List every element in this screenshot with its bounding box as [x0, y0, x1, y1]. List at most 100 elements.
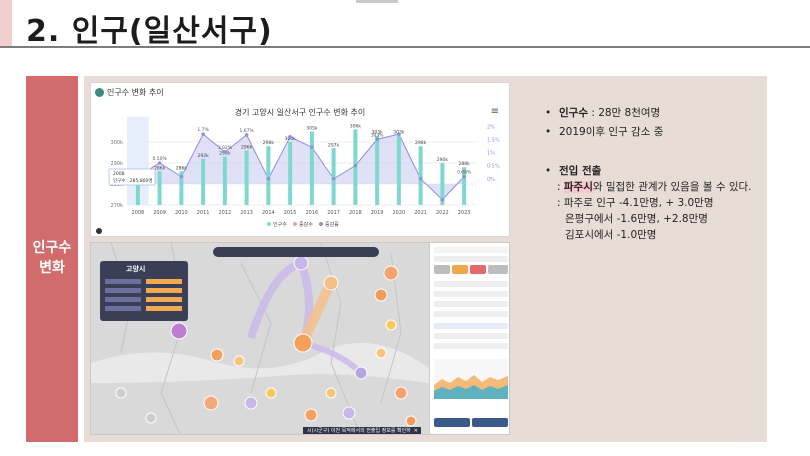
- section-side-label: 인구수 변화: [26, 238, 78, 278]
- side-row-3: [434, 301, 508, 307]
- tooltip-box: [108, 168, 156, 186]
- migration-map[interactable]: [91, 243, 429, 435]
- legend-marker: [319, 222, 323, 226]
- rate-value-label: 0.08%: [457, 170, 472, 176]
- note-line-c: 은평구에서 -1.6만명, +2.8만명: [565, 213, 708, 225]
- rate-point: [310, 145, 314, 150]
- side-row-2: [434, 291, 508, 297]
- rate-value-label: 303%: [371, 132, 385, 138]
- rate-point: [418, 176, 423, 181]
- y-tick-label: 300k: [111, 140, 124, 146]
- tooltip-text: 인구수 : 285,800명: [113, 177, 153, 184]
- note-line-b: : 파주로 인구 -4.1만명, + 3.0만명: [557, 197, 714, 209]
- rate-point: [266, 176, 271, 181]
- rate-point: [462, 174, 466, 179]
- rate-point: [353, 163, 358, 168]
- x-tick-label: 2018: [349, 210, 362, 216]
- close-icon[interactable]: ✕: [413, 428, 418, 434]
- side-tab-4[interactable]: [488, 265, 508, 274]
- x-tick-label: 2023: [458, 210, 471, 216]
- legend-label: 증감률: [325, 221, 339, 228]
- x-tick-label: 2012: [219, 210, 232, 216]
- note-line-d: 김포시에서 -1.0만명: [565, 229, 657, 241]
- note-item1-value: : 28만 8천여명: [587, 107, 661, 119]
- chart-card-header: 인구수 변화 추이: [95, 87, 164, 98]
- bar-value-label: 306k: [350, 123, 362, 129]
- bar-value-label: 297k: [328, 142, 340, 148]
- legend-label: 증감수: [299, 221, 313, 228]
- side-button-left[interactable]: [434, 418, 470, 427]
- population-bar: [396, 135, 401, 205]
- x-tick-label: 2014: [262, 210, 275, 216]
- bar-value-label: 296k: [241, 144, 253, 150]
- bar-value-label: 292k: [198, 153, 210, 159]
- population-bar: [375, 135, 380, 205]
- rate-point: [179, 174, 184, 179]
- note-item3-label: 전입 전출: [559, 165, 602, 177]
- x-tick-label: 2020: [393, 210, 406, 216]
- population-bar: [440, 163, 445, 205]
- title-accent-bar: [0, 0, 12, 48]
- hamburger-menu-icon[interactable]: ≡: [490, 106, 499, 117]
- population-bar: [201, 158, 206, 205]
- x-tick-label: 2022: [436, 210, 449, 216]
- chart-header-icon: [95, 88, 104, 97]
- section-side-panel: [26, 76, 78, 442]
- side-label-line2: 변화: [39, 260, 65, 276]
- rate-value-label: 1.7%: [197, 127, 209, 133]
- population-bar: [179, 171, 184, 205]
- note-item1-label: 인구수: [559, 107, 588, 119]
- x-tick-label: 2015: [284, 210, 297, 216]
- rate-area: [137, 134, 465, 200]
- note-item-3: • 전입 전출: [545, 164, 765, 179]
- top-divider-mark: [356, 0, 398, 3]
- bar-value-label: 303k: [372, 130, 384, 136]
- rate-line: [137, 133, 465, 201]
- x-tick-label: 2009: [153, 210, 166, 216]
- legend-label: 인구수: [273, 221, 287, 228]
- population-bar: [331, 148, 336, 205]
- side-button-right[interactable]: [472, 418, 508, 427]
- side-tab-1[interactable]: [434, 265, 450, 274]
- y-tick-label: 290k: [111, 161, 124, 167]
- x-tick-label: 2019: [371, 210, 384, 216]
- rate-point: [244, 133, 249, 137]
- side-row-5: [434, 333, 508, 339]
- rate-point: [223, 150, 227, 154]
- map-toolbar[interactable]: [213, 247, 379, 257]
- population-bar: [157, 171, 162, 205]
- side-tab-3[interactable]: [470, 265, 486, 274]
- rate-point: [440, 197, 445, 202]
- bar-value-label: 286k: [176, 165, 188, 171]
- side-row-6: [434, 343, 508, 349]
- legend-marker: [293, 222, 297, 226]
- x-tick-label: 2011: [197, 210, 210, 216]
- rate-point: [157, 161, 162, 165]
- y-right-tick-label: 1.5%: [487, 137, 500, 143]
- population-bar: [418, 146, 423, 205]
- side-row-1: [434, 281, 508, 287]
- y-tick-label: 270k: [111, 203, 124, 209]
- note-item-1: • 인구수 : 28만 8천여명: [545, 106, 765, 121]
- population-bar: [266, 146, 271, 205]
- slide-title: 2. 인구(일산서구): [26, 14, 273, 49]
- note-line-a-highlight: 파주시: [563, 181, 593, 193]
- bar-value-label: 286k: [154, 165, 166, 171]
- bar-value-label: 288k: [459, 161, 471, 167]
- side-search[interactable]: [434, 247, 508, 253]
- x-tick-label: 2016: [306, 210, 319, 216]
- side-row-4: [434, 311, 508, 317]
- y-right-tick-label: 0.5%: [487, 164, 500, 170]
- rate-value-label: 0.50%: [152, 156, 167, 162]
- x-tick-label: 2017: [327, 210, 340, 216]
- rate-point: [288, 134, 292, 139]
- chart-card-header-text: 인구수 변화 추이: [107, 88, 164, 97]
- tooltip-year: 2008: [113, 171, 125, 177]
- side-stat-row: [434, 323, 508, 329]
- note-item-2: • 2019이후 인구 감소 중: [545, 125, 765, 140]
- note-line-a-prefix: :: [557, 181, 564, 193]
- side-tab-2[interactable]: [452, 265, 468, 274]
- side-filter-row[interactable]: [434, 256, 508, 262]
- population-bar: [135, 173, 140, 205]
- rate-point: [201, 132, 205, 136]
